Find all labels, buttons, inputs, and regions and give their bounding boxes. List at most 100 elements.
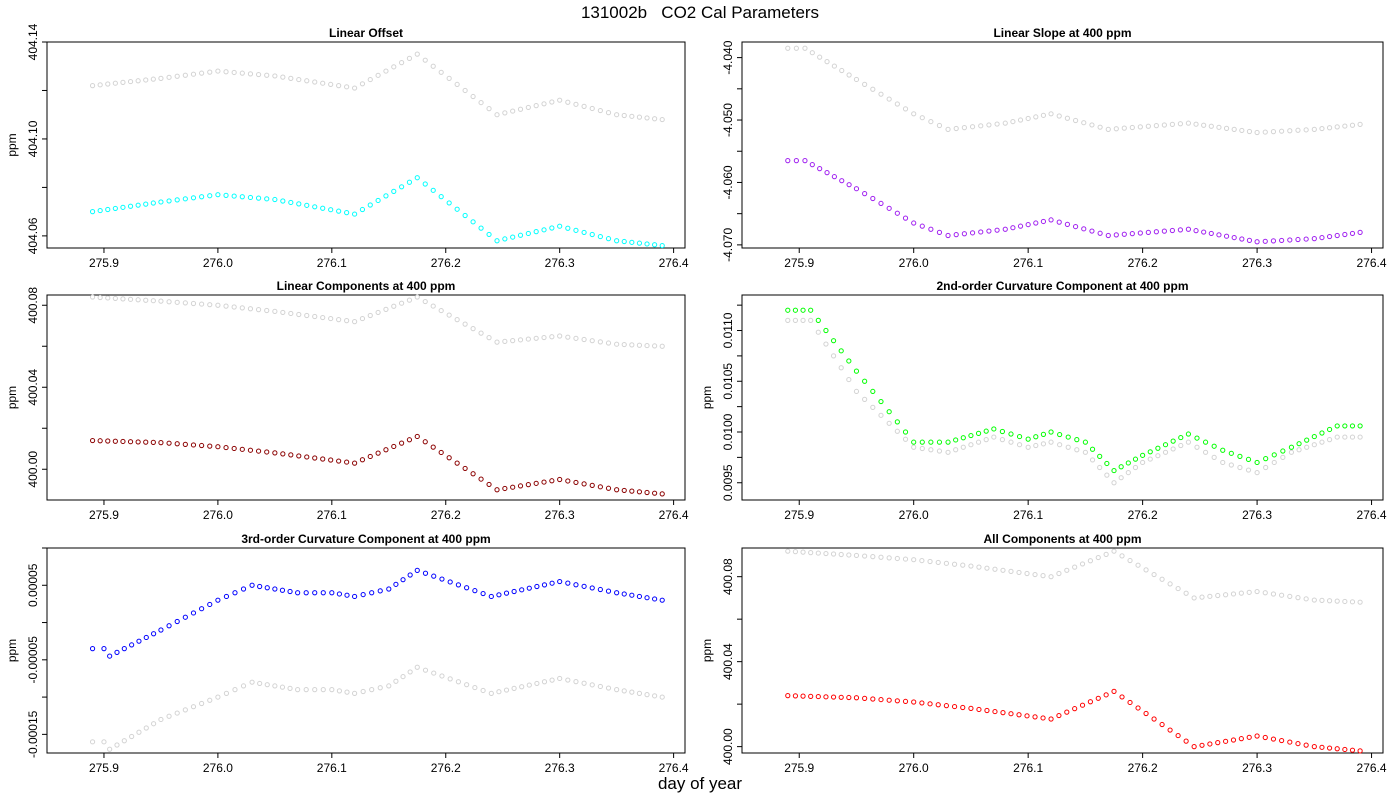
data-point	[1238, 590, 1244, 596]
data-point	[928, 118, 934, 125]
data-point	[1170, 446, 1176, 452]
data-point	[565, 677, 571, 683]
data-point	[1000, 567, 1006, 573]
data-point	[573, 227, 579, 233]
data-point	[1185, 439, 1192, 445]
data-point	[367, 453, 373, 460]
data-point	[247, 447, 254, 453]
data-point	[1326, 437, 1333, 443]
data-point	[344, 84, 350, 90]
data-point	[1017, 223, 1024, 229]
x-tick-label: 276.0	[899, 508, 929, 522]
data-point	[541, 101, 547, 107]
data-point	[1193, 121, 1199, 127]
data-point	[581, 336, 587, 343]
data-point	[1254, 129, 1260, 136]
data-point	[272, 196, 278, 203]
data-point	[573, 582, 579, 588]
data-point	[1010, 118, 1016, 125]
data-point	[589, 105, 595, 112]
data-point	[878, 200, 884, 207]
data-point	[215, 68, 221, 74]
data-point	[1357, 748, 1363, 754]
data-point	[1153, 123, 1159, 129]
data-point	[391, 64, 397, 70]
data-point	[455, 582, 462, 588]
data-point	[894, 419, 900, 425]
data-point	[129, 733, 135, 740]
data-point	[199, 70, 205, 76]
data-point	[1105, 232, 1111, 239]
data-point	[526, 585, 532, 591]
data-point	[1081, 120, 1087, 126]
data-point	[817, 166, 823, 172]
data-point	[581, 103, 587, 109]
x-tick-label: 276.3	[1242, 761, 1272, 775]
data-point	[502, 236, 508, 242]
y-axis-label: ppm	[700, 639, 714, 662]
data-point	[1079, 702, 1086, 708]
data-point	[158, 716, 164, 723]
data-point	[272, 308, 278, 314]
plot-frame	[46, 547, 686, 754]
data-point	[414, 294, 420, 300]
data-point	[320, 205, 326, 211]
data-point	[114, 742, 120, 748]
y-tick-label: -4.050	[721, 103, 735, 137]
data-point	[1147, 456, 1153, 462]
data-point	[533, 229, 539, 235]
data-point	[1246, 237, 1253, 243]
data-point	[1118, 475, 1124, 481]
data-point	[519, 684, 525, 690]
data-point	[430, 187, 436, 193]
data-point	[486, 335, 492, 341]
data-point	[328, 81, 334, 88]
data-point	[573, 335, 579, 341]
data-point	[383, 68, 389, 74]
data-point	[199, 301, 205, 307]
data-point	[589, 482, 595, 488]
data-point	[367, 202, 373, 208]
x-tick-label: 276.4	[659, 508, 689, 522]
data-point	[1177, 227, 1183, 233]
data-point	[1121, 125, 1127, 131]
data-point	[304, 312, 310, 319]
data-point	[1121, 231, 1127, 237]
data-point	[785, 317, 791, 323]
data-point	[1025, 221, 1031, 228]
data-point	[239, 194, 245, 200]
data-point	[1270, 129, 1277, 135]
data-point	[399, 440, 405, 446]
data-point	[605, 485, 612, 491]
data-point	[272, 586, 278, 592]
data-point	[422, 439, 428, 445]
data-point	[1239, 127, 1245, 134]
data-point	[652, 596, 658, 602]
data-point	[375, 197, 381, 204]
data-point	[644, 489, 650, 496]
x-tick-label: 276.3	[1242, 256, 1272, 270]
data-point	[174, 299, 180, 305]
data-point	[438, 307, 444, 314]
y-tick-label: -0.00005	[26, 636, 40, 684]
data-point	[793, 158, 799, 164]
data-point	[862, 378, 868, 384]
data-point	[360, 591, 366, 598]
data-point	[272, 683, 278, 689]
series-1	[89, 664, 665, 752]
data-point	[1087, 699, 1094, 705]
data-point	[158, 199, 164, 205]
data-point	[97, 438, 103, 444]
data-point	[101, 646, 107, 652]
x-tick-label: 276.3	[545, 508, 575, 522]
data-point	[480, 687, 486, 694]
data-point	[1202, 439, 1209, 445]
data-point	[951, 561, 958, 567]
data-point	[1155, 445, 1161, 451]
data-point	[1118, 464, 1124, 470]
data-point	[1089, 446, 1096, 452]
data-point	[190, 71, 197, 77]
data-point	[280, 74, 286, 80]
data-point	[150, 76, 156, 82]
data-point	[1127, 557, 1133, 564]
